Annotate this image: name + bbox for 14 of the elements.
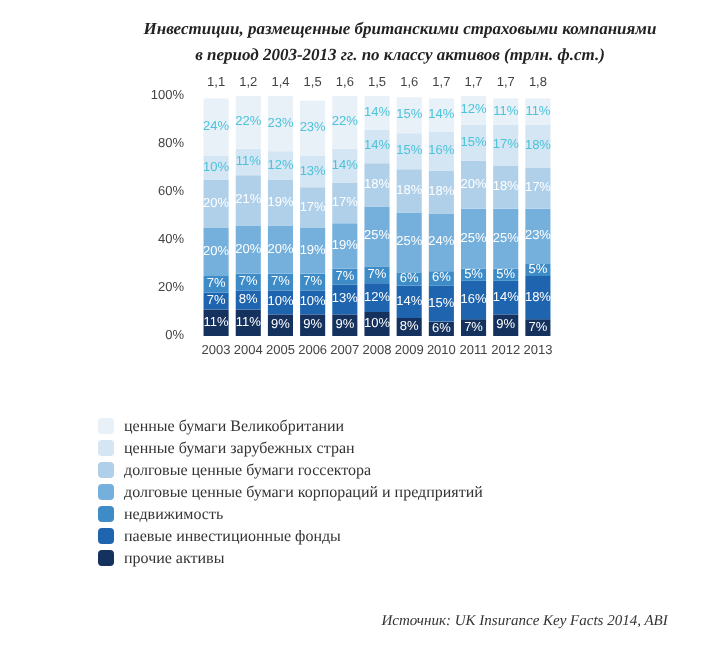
legend-label: ценные бумаги Великобритании [124, 417, 346, 435]
legend-label: долговые ценные бумаги корпораций и предприятий [124, 483, 485, 501]
bar [235, 175, 261, 226]
legend-label: недвижимость [124, 505, 224, 523]
legend-label: ценные бумаги зарубежных стран [124, 439, 356, 457]
bar [396, 212, 422, 273]
bar [460, 208, 487, 269]
bar [203, 98, 229, 156]
legend-label: прочие активы [124, 549, 226, 567]
legend-label: долговые ценные бумаги госсектора [124, 461, 373, 479]
legend-label: паевые инвестиционные фонды [124, 527, 343, 545]
bar [364, 96, 390, 130]
chart-title: Инвестиции, размещенные британскими страховыми компаниями в период 2003-2013 гг. по классу активов (трлн. ф.ст.) [141, 16, 659, 68]
bar [364, 206, 390, 267]
